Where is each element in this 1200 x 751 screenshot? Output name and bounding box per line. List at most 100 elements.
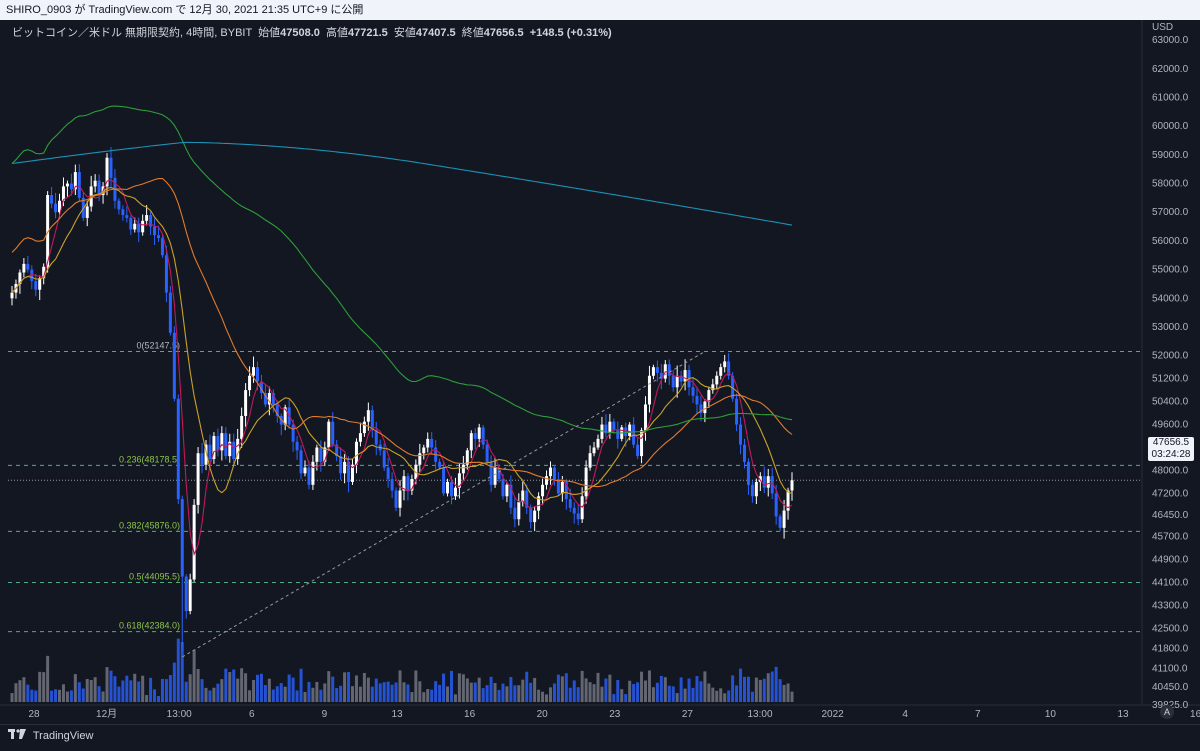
candle-body xyxy=(778,516,782,528)
candle-body xyxy=(299,450,303,474)
x-tick-label: 12月 xyxy=(96,708,117,720)
volume-bar xyxy=(46,655,50,702)
candle-body xyxy=(386,467,390,480)
candle-body xyxy=(572,507,576,514)
y-tick-label: 57000.0 xyxy=(1152,207,1189,218)
volume-bar xyxy=(497,689,501,702)
candle-body xyxy=(418,453,422,465)
volume-bar xyxy=(592,684,596,702)
candle-body xyxy=(172,332,176,399)
candle-body xyxy=(513,507,517,520)
volume-bar xyxy=(572,680,576,702)
y-tick-label: 58000.0 xyxy=(1152,179,1189,190)
volume-bar xyxy=(477,677,481,702)
volume-bar xyxy=(541,691,545,702)
candle-body xyxy=(731,375,735,399)
candle-body xyxy=(545,476,549,485)
y-tick-label: 43300.0 xyxy=(1152,600,1189,611)
candle-body xyxy=(255,367,259,382)
candle-body xyxy=(584,467,588,497)
x-tick-label: 13:00 xyxy=(167,709,192,720)
volume-bar xyxy=(449,670,453,702)
volume-bar xyxy=(69,690,73,702)
volume-bar xyxy=(307,681,311,702)
candle-body xyxy=(477,427,481,439)
volume-bar xyxy=(727,690,731,702)
volume-bar xyxy=(271,689,275,702)
volume-bar xyxy=(248,690,252,702)
volume-bar xyxy=(85,678,89,702)
volume-bar xyxy=(513,685,517,702)
x-tick-label: 2022 xyxy=(821,709,844,720)
last-price-value: 47656.5 xyxy=(1152,437,1190,448)
candle-body xyxy=(390,479,394,491)
currency-label[interactable]: USD xyxy=(1152,22,1174,33)
candle-body xyxy=(667,364,671,376)
ma-red-line xyxy=(11,178,793,557)
volume-bar xyxy=(533,677,537,702)
volume-bar xyxy=(347,671,351,702)
candle-body xyxy=(22,263,26,273)
candle-body xyxy=(295,441,299,451)
candle-body xyxy=(263,392,267,405)
x-tick-label: 6 xyxy=(249,709,255,720)
ma-cyan-line xyxy=(11,141,793,226)
candle-body xyxy=(446,481,450,494)
candle-body xyxy=(766,476,770,488)
candle-body xyxy=(489,461,493,485)
volume-bar xyxy=(647,670,651,702)
volume-bar xyxy=(600,686,604,702)
candle-body xyxy=(156,235,160,239)
volume-bar xyxy=(679,677,683,702)
volume-bar xyxy=(331,676,335,702)
candle-body xyxy=(77,172,81,198)
symbol-name: ビットコイン／米ドル 無期限契約, 4時間, BYBIT xyxy=(12,27,252,39)
volume-bar xyxy=(438,684,442,702)
volume-bar xyxy=(89,679,93,702)
volume-bar xyxy=(255,674,259,702)
volume-bar xyxy=(473,682,477,702)
candle-body xyxy=(533,510,537,523)
candle-body xyxy=(616,430,620,439)
candle-body xyxy=(184,576,188,612)
candle-body xyxy=(196,453,200,505)
x-tick-label: 20 xyxy=(537,709,549,720)
candle-body xyxy=(137,223,141,233)
volume-bar xyxy=(695,676,699,702)
volume-bar xyxy=(735,685,739,702)
candle-body xyxy=(271,392,275,405)
volume-bar xyxy=(22,677,26,702)
candle-body xyxy=(121,209,125,216)
candle-body xyxy=(683,370,687,382)
candle-body xyxy=(311,461,315,485)
volume-bar xyxy=(374,678,378,702)
tradingview-logo-icon xyxy=(8,725,26,747)
volume-bar xyxy=(529,682,533,702)
volume-bar xyxy=(766,673,770,702)
fib-level-label: 0.236(48178.5) xyxy=(119,454,180,464)
candle-body xyxy=(592,447,596,454)
volume-bar xyxy=(109,670,113,702)
candle-body xyxy=(220,433,224,451)
x-tick-label: 7 xyxy=(975,709,981,720)
volume-bar xyxy=(38,671,42,702)
volume-bar xyxy=(521,679,525,702)
volume-bar xyxy=(442,673,446,702)
candle-body xyxy=(125,215,129,218)
candle-body xyxy=(303,467,307,474)
auto-scale-button[interactable]: A xyxy=(1160,705,1174,719)
candle-body xyxy=(438,461,442,468)
y-tick-label: 61000.0 xyxy=(1152,92,1189,103)
volume-bar xyxy=(624,694,628,702)
volume-bar xyxy=(739,668,743,702)
y-tick-label: 41800.0 xyxy=(1152,643,1189,654)
fib-level-label: 0.382(45876.0) xyxy=(119,520,180,530)
volume-bar xyxy=(149,677,153,702)
volume-bar xyxy=(315,681,319,702)
close-label: 終値 xyxy=(461,27,484,39)
volume-bar xyxy=(525,671,529,702)
candle-body xyxy=(402,476,406,491)
candle-body xyxy=(54,203,58,213)
